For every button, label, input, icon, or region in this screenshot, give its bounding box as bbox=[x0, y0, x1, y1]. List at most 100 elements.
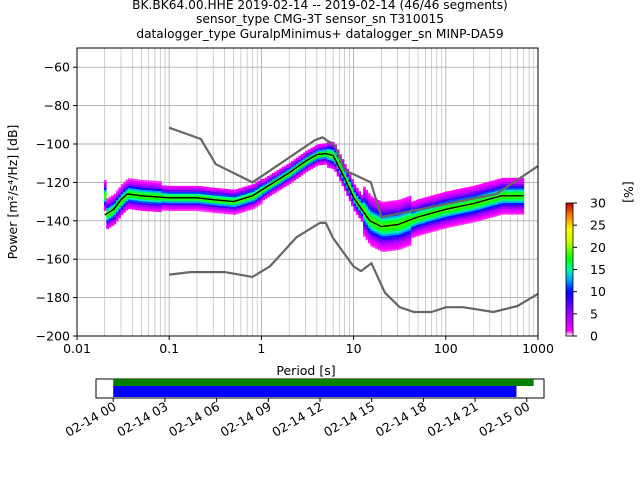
psd-cell bbox=[142, 206, 145, 210]
psd-cell bbox=[125, 191, 129, 194]
psd-cell bbox=[175, 191, 179, 194]
psd-cell bbox=[370, 242, 373, 245]
psd-cell bbox=[319, 143, 323, 146]
psd-cell bbox=[163, 191, 167, 194]
psd-cell bbox=[341, 168, 345, 171]
psd-cell bbox=[262, 190, 265, 193]
psd-cell bbox=[180, 191, 184, 194]
psd-cell bbox=[322, 155, 325, 158]
psd-cell bbox=[305, 150, 309, 153]
psd-cell bbox=[262, 198, 265, 201]
psd-cell bbox=[360, 210, 364, 213]
psd-cell bbox=[384, 205, 388, 208]
psd-cell bbox=[485, 199, 489, 202]
psd-cell bbox=[463, 216, 467, 219]
psd-cell bbox=[295, 172, 299, 176]
psd-cell bbox=[183, 187, 186, 190]
psd-cell bbox=[379, 203, 383, 206]
psd-cell bbox=[161, 195, 165, 198]
psd-cell bbox=[365, 232, 369, 235]
psd-cell bbox=[130, 203, 133, 206]
psd-cell bbox=[245, 205, 249, 208]
psd-cell bbox=[211, 189, 215, 192]
psd-cell bbox=[127, 189, 131, 192]
psd-cell bbox=[425, 229, 429, 232]
psd-cell bbox=[154, 182, 157, 185]
psd-cell bbox=[473, 199, 477, 202]
psd-cell bbox=[367, 222, 371, 225]
psd-cell bbox=[367, 228, 371, 231]
psd-cell bbox=[396, 200, 400, 203]
psd-cell bbox=[377, 221, 381, 224]
psd-cell bbox=[348, 176, 352, 179]
psd-cell bbox=[391, 208, 395, 211]
psd-cell bbox=[360, 204, 364, 207]
psd-cell bbox=[197, 191, 201, 194]
psd-cell bbox=[411, 224, 414, 227]
psd-cell bbox=[499, 209, 503, 212]
psd-cell bbox=[432, 221, 436, 224]
psd-cell bbox=[135, 188, 138, 191]
psd-cell bbox=[355, 209, 359, 212]
psd-cell bbox=[511, 193, 515, 196]
psd-cell bbox=[511, 187, 515, 190]
psd-cell bbox=[262, 192, 265, 195]
psd-cell bbox=[195, 208, 198, 212]
psd-cell bbox=[240, 197, 244, 200]
psd-cell bbox=[108, 198, 112, 201]
psd-cell bbox=[238, 205, 241, 208]
psd-cell bbox=[399, 207, 402, 210]
psd-cell bbox=[406, 217, 409, 220]
psd-cell bbox=[120, 193, 124, 196]
psd-cell bbox=[329, 152, 333, 155]
psd-cell bbox=[339, 177, 342, 180]
psd-cell bbox=[468, 201, 472, 205]
psd-cell bbox=[425, 225, 429, 228]
psd-cell bbox=[341, 178, 345, 181]
psd-cell bbox=[423, 197, 426, 200]
psd-cell bbox=[163, 200, 167, 204]
psd-cell bbox=[195, 199, 198, 202]
psd-cell bbox=[411, 234, 414, 237]
psd-cell bbox=[135, 192, 138, 195]
psd-cell bbox=[142, 205, 145, 208]
psd-cell bbox=[235, 202, 239, 205]
psd-cell bbox=[315, 162, 318, 165]
psd-cell bbox=[382, 211, 385, 214]
psd-cell bbox=[317, 144, 321, 147]
psd-cell bbox=[195, 207, 198, 210]
psd-cell bbox=[108, 215, 112, 218]
psd-cell bbox=[430, 209, 433, 212]
psd-cell bbox=[372, 236, 376, 239]
psd-cell bbox=[408, 239, 412, 243]
psd-cell bbox=[367, 220, 371, 223]
psd-cell bbox=[466, 219, 469, 222]
psd-cell bbox=[418, 206, 421, 209]
psd-cell bbox=[430, 218, 433, 221]
psd-cell bbox=[403, 230, 407, 233]
psd-cell bbox=[130, 195, 133, 198]
psd-cell bbox=[387, 201, 390, 204]
psd-cell bbox=[389, 202, 393, 205]
psd-cell bbox=[339, 173, 342, 176]
psd-cell bbox=[118, 210, 121, 213]
psd-cell bbox=[387, 230, 390, 233]
psd-cell bbox=[444, 218, 448, 221]
psd-cell bbox=[435, 225, 438, 228]
psd-cell bbox=[451, 205, 455, 208]
psd-cell bbox=[106, 205, 109, 208]
psd-cell bbox=[207, 208, 210, 211]
psd-cell bbox=[499, 212, 503, 215]
psd-cell bbox=[389, 225, 393, 229]
psd-cell bbox=[485, 188, 489, 191]
psd-cell bbox=[403, 239, 407, 242]
psd-cell bbox=[497, 196, 501, 199]
psd-cell bbox=[437, 220, 441, 223]
psd-cell bbox=[235, 200, 239, 203]
psd-cell bbox=[111, 212, 114, 215]
psd-cell bbox=[269, 180, 273, 183]
psd-cell bbox=[411, 211, 414, 214]
psd-cell bbox=[435, 226, 438, 230]
psd-cell bbox=[175, 199, 179, 202]
psd-cell bbox=[449, 223, 453, 226]
